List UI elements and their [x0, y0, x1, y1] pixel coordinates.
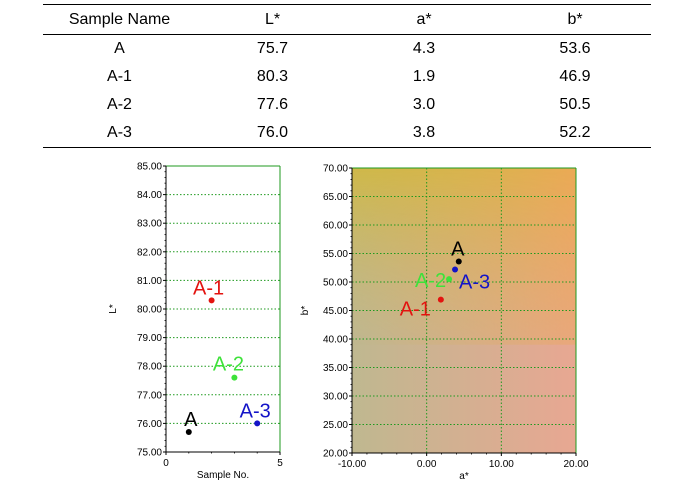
data-label-a-2: A-2 [213, 354, 244, 376]
data-point-a-1 [208, 297, 215, 304]
y-tick-label: 76.00 [137, 419, 162, 430]
y-tick-label: 82.00 [137, 247, 162, 258]
cell-sample-name: A-1 [107, 68, 132, 85]
y-tick-label: 77.00 [137, 390, 162, 401]
y-tick-label: 78.00 [137, 362, 162, 373]
cell-sample-name: A [114, 40, 125, 57]
data-point-a [455, 258, 462, 265]
data-point-a-3 [254, 420, 261, 427]
cell-a-star: 1.9 [412, 68, 436, 85]
data-point-a-1 [437, 296, 444, 303]
data-point-a-3 [452, 266, 459, 273]
x-axis-title: Sample No. [197, 470, 249, 481]
data-label-a-2: A-2 [415, 270, 446, 292]
y-tick-label: 55.00 [323, 249, 348, 260]
x-tick-label: 5 [277, 458, 283, 469]
y-tick-label: 40.00 [323, 335, 348, 346]
cell-a-star: 3.0 [412, 96, 436, 113]
table-row: A-1 80.3 1.9 46.9 [43, 63, 651, 91]
cell-b-star: 52.2 [559, 124, 591, 141]
table-row: A-2 77.6 3.0 50.5 [43, 91, 651, 119]
header-b-star: b* [567, 10, 583, 28]
data-label-a-1: A-1 [400, 299, 431, 321]
x-axis-title: a* [459, 471, 469, 482]
y-tick-label: 81.00 [137, 276, 162, 287]
table-row: A 75.7 4.3 53.6 [43, 35, 651, 64]
x-tick-label: 10.00 [489, 459, 514, 470]
x-tick-label: -10.00 [338, 459, 367, 470]
cell-b-star: 53.6 [559, 40, 591, 57]
cell-a-star: 4.3 [412, 40, 436, 57]
y-tick-label: 25.00 [323, 420, 348, 431]
color-data-table: Sample Name L* a* b* A 75.7 4.3 53.6 A-1… [43, 4, 651, 148]
header-l-star: L* [264, 10, 281, 28]
x-tick-label: 0.00 [417, 459, 437, 470]
y-axis-title: b* [300, 306, 311, 316]
y-tick-label: 84.00 [137, 190, 162, 201]
header-sample-name: Sample Name [68, 10, 171, 28]
plot-background-top-right [352, 168, 576, 345]
y-tick-label: 30.00 [323, 392, 348, 403]
y-tick-label: 80.00 [137, 305, 162, 316]
cell-l-star: 77.6 [256, 96, 289, 113]
y-tick-label: 50.00 [323, 278, 348, 289]
y-tick-label: 45.00 [323, 306, 348, 317]
cell-sample-name: A-2 [107, 96, 132, 113]
y-tick-label: 20.00 [323, 449, 348, 460]
data-label-a-1: A-1 [193, 277, 224, 299]
y-tick-label: 65.00 [323, 192, 348, 203]
header-a-star: a* [416, 10, 432, 28]
color-data-table-container: Sample Name L* a* b* A 75.7 4.3 53.6 A-1… [43, 4, 651, 148]
data-point-a-2 [231, 374, 238, 381]
data-point-a [185, 428, 192, 435]
y-tick-label: 60.00 [323, 221, 348, 232]
data-point-a-2 [446, 276, 453, 283]
data-label-a-3: A-3 [459, 271, 490, 293]
y-tick-label: 79.00 [137, 333, 162, 344]
y-tick-label: 85.00 [137, 162, 162, 173]
y-axis-title: L* [108, 304, 119, 314]
x-tick-label: 0 [163, 458, 169, 469]
table-header-row: Sample Name L* a* b* [43, 4, 651, 35]
cell-l-star: 76.0 [256, 124, 289, 141]
y-tick-label: 83.00 [137, 219, 162, 230]
y-tick-label: 35.00 [323, 363, 348, 374]
cell-sample-name: A-3 [107, 124, 132, 141]
y-tick-label: 75.00 [137, 448, 162, 459]
x-tick-label: 20.00 [563, 459, 588, 470]
cell-a-star: 3.8 [412, 124, 436, 141]
plot-background-overlay [352, 168, 576, 345]
data-label-a: A [184, 409, 198, 431]
cell-l-star: 80.3 [256, 68, 289, 85]
y-tick-label: 70.00 [323, 164, 348, 175]
data-label-a-3: A-3 [240, 400, 271, 422]
cell-b-star: 50.5 [559, 96, 591, 113]
cell-b-star: 46.9 [559, 68, 591, 85]
cell-l-star: 75.7 [256, 40, 289, 57]
data-label-a: A [451, 238, 465, 260]
table-row: A-3 76.0 3.8 52.2 [43, 119, 651, 148]
